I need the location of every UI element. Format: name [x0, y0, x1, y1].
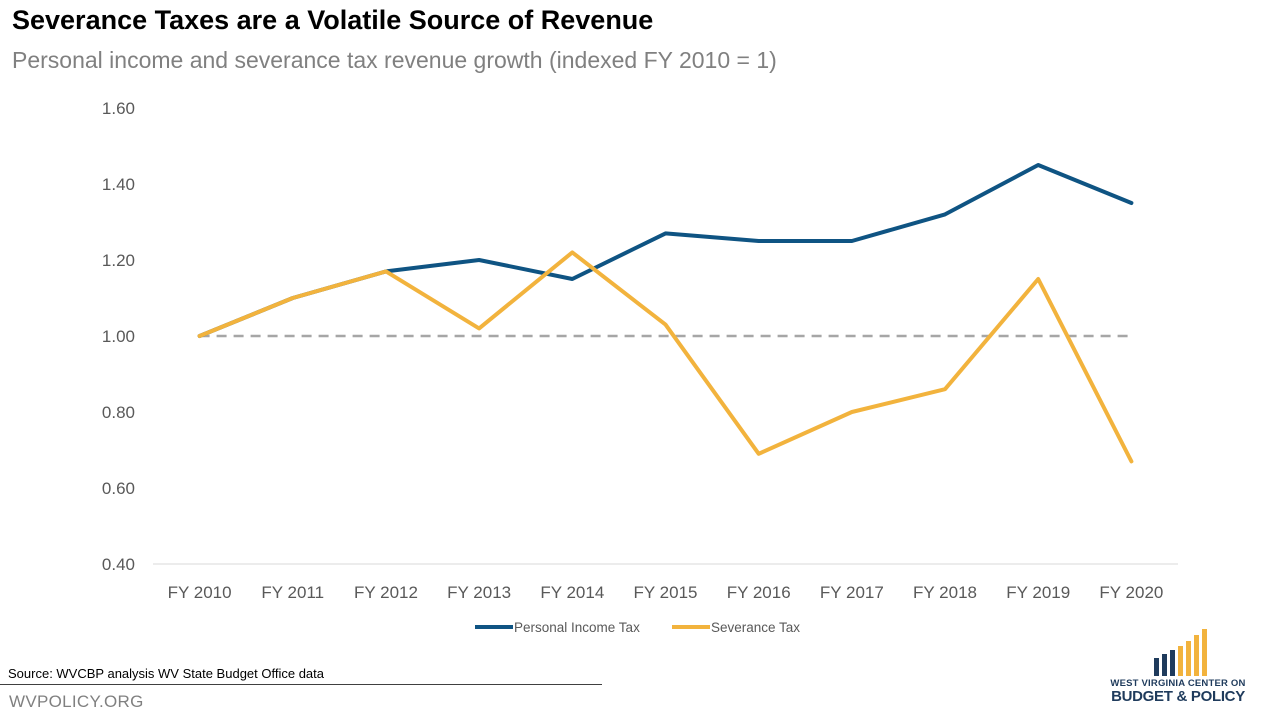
y-tick-label: 1.40	[102, 175, 135, 194]
site-url: WVPOLICY.ORG	[9, 692, 144, 711]
chart-title: Severance Taxes are a Volatile Source of…	[12, 5, 654, 35]
y-tick-label: 0.80	[102, 403, 135, 422]
x-tick-label: FY 2015	[634, 583, 698, 602]
chart-subtitle: Personal income and severance tax revenu…	[12, 47, 777, 73]
x-tick-label: FY 2016	[727, 583, 791, 602]
y-tick-label: 0.40	[102, 555, 135, 574]
wvcbp-logo: WEST VIRGINIA CENTER ON BUDGET & POLICY	[1100, 626, 1260, 716]
logo-text-top: WEST VIRGINIA CENTER ON	[1110, 678, 1246, 689]
logo-bars-icon	[1154, 629, 1207, 676]
x-tick-label: FY 2010	[168, 583, 232, 602]
x-tick-label: FY 2011	[261, 583, 324, 602]
legend-label: Personal Income Tax	[514, 620, 640, 635]
series-line-personal-income-tax	[197, 163, 1134, 338]
y-tick-label: 0.60	[102, 479, 135, 498]
x-tick-label: FY 2020	[1099, 583, 1163, 602]
x-tick-label: FY 2019	[1006, 583, 1070, 602]
x-tick-label: FY 2018	[913, 583, 977, 602]
x-tick-label: FY 2012	[354, 583, 418, 602]
series-line-severance-tax	[197, 250, 1134, 464]
legend-label: Severance Tax	[711, 620, 800, 635]
x-tick-label: FY 2014	[540, 583, 604, 602]
source-divider	[0, 684, 602, 685]
source-note: Source: WVCBP analysis WV State Budget O…	[8, 666, 325, 681]
y-tick-label: 1.00	[102, 327, 135, 346]
x-tick-label: FY 2017	[820, 583, 884, 602]
y-tick-label: 1.20	[102, 251, 135, 270]
x-tick-label: FY 2013	[447, 583, 511, 602]
logo-text-bottom: BUDGET & POLICY	[1111, 688, 1245, 705]
y-tick-label: 1.60	[102, 99, 135, 118]
